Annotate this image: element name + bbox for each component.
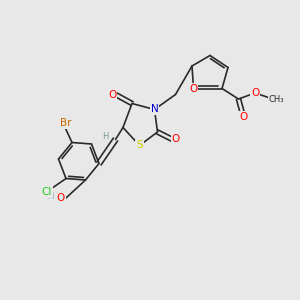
Text: O: O [251,88,259,98]
Text: H: H [47,192,54,201]
Text: O: O [239,112,247,122]
Text: O: O [108,89,117,100]
Text: O: O [171,134,180,145]
Text: Cl: Cl [41,187,52,197]
Text: Br: Br [60,118,72,128]
Text: N: N [151,104,158,115]
Text: S: S [136,140,143,151]
Text: CH₃: CH₃ [268,94,284,103]
Text: H: H [102,132,108,141]
Text: O: O [56,193,65,203]
Text: O: O [189,83,198,94]
